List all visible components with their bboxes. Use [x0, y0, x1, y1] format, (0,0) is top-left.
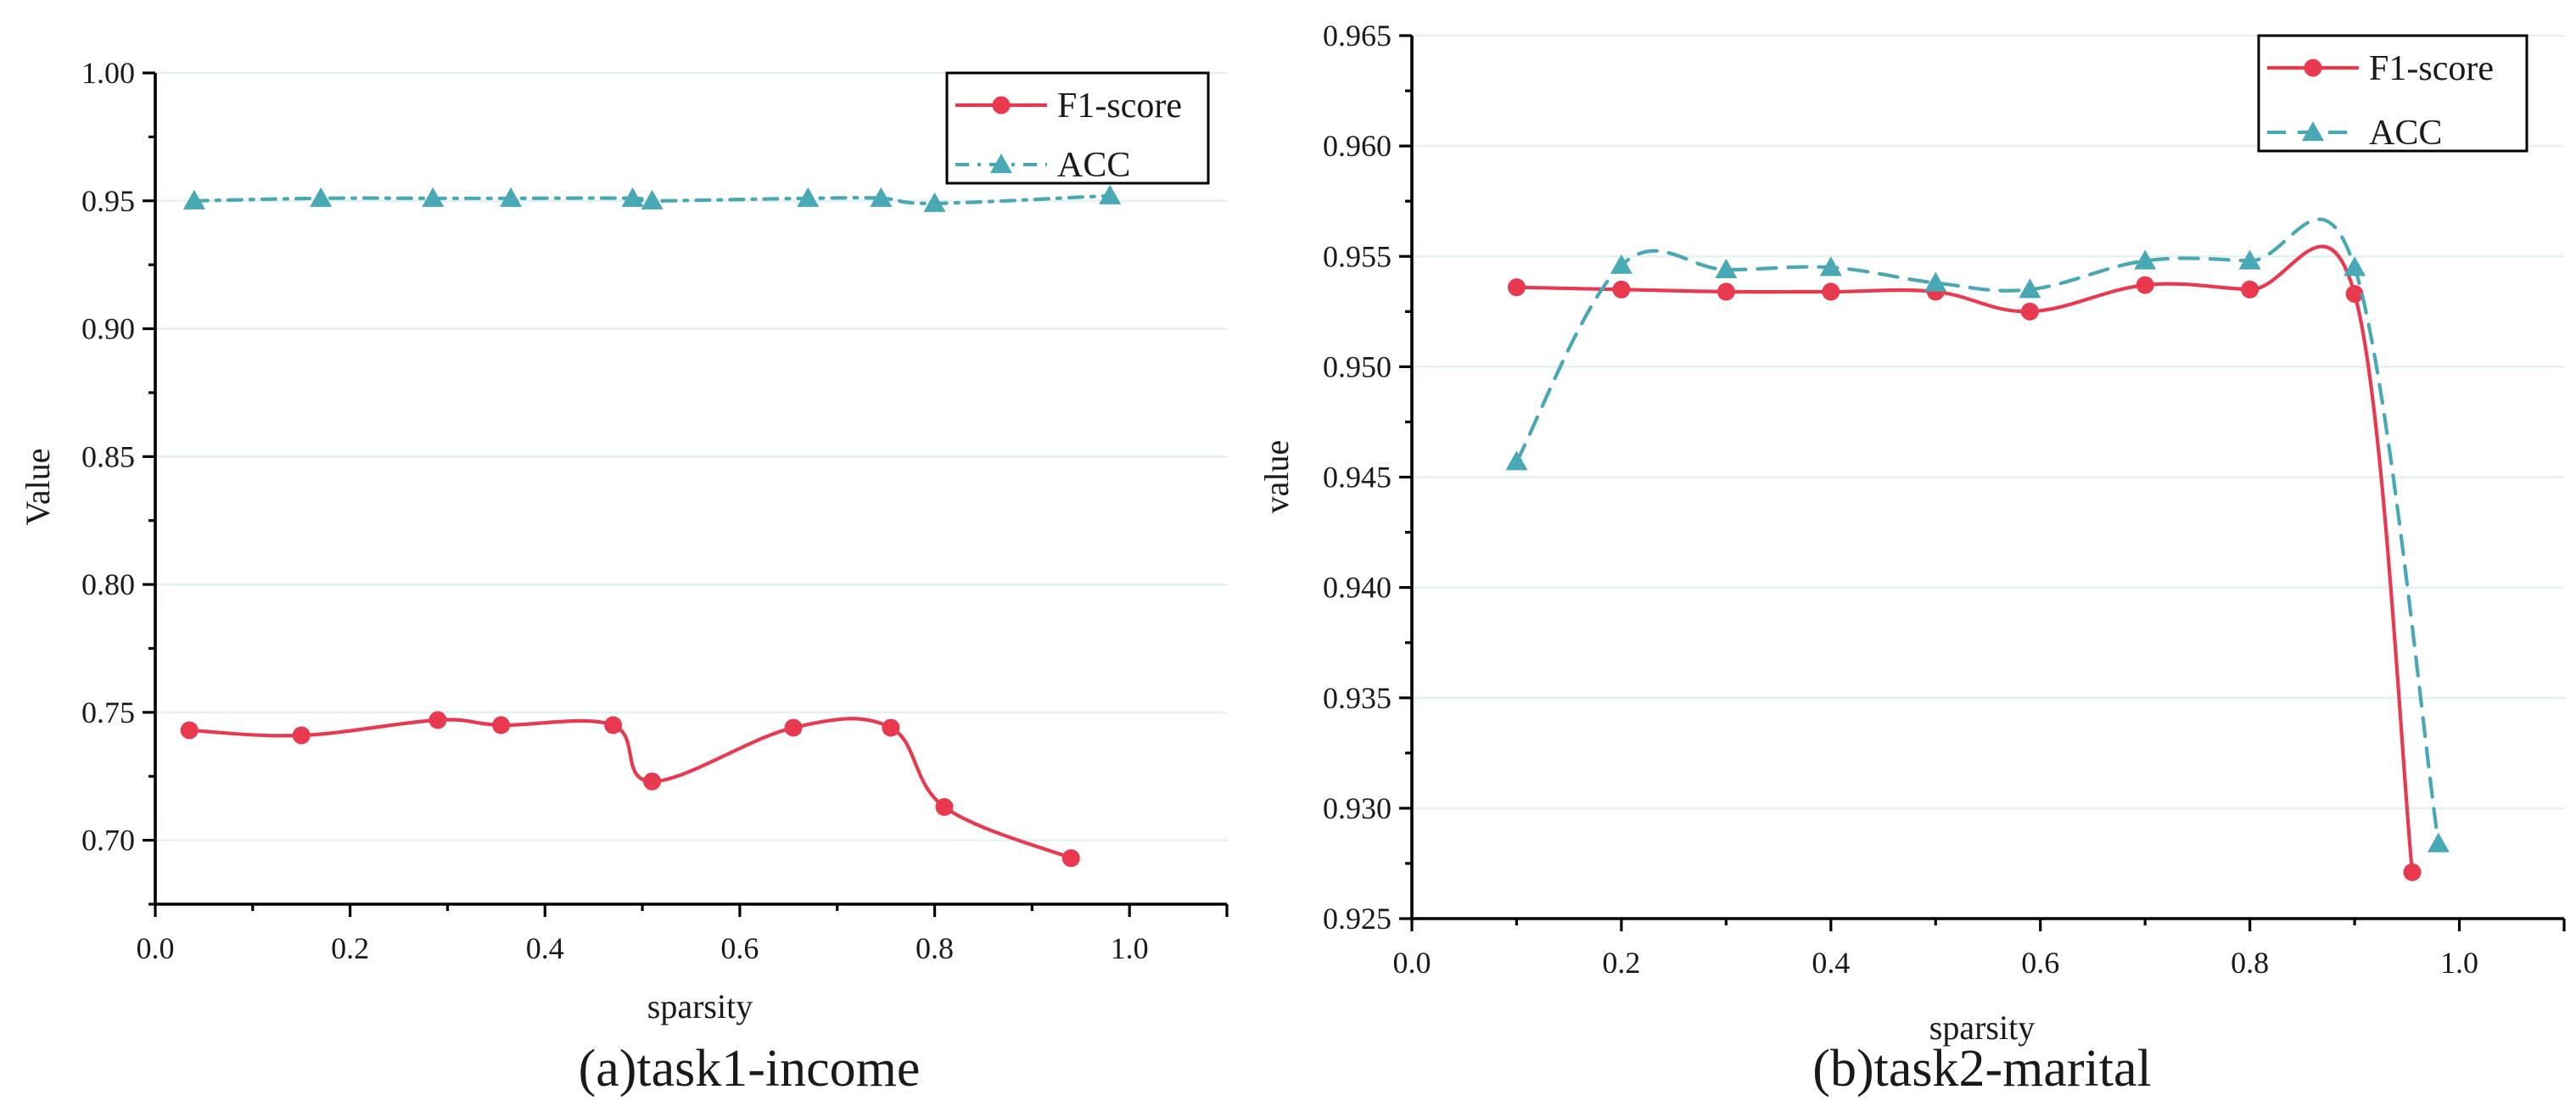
series-line — [1515, 217, 2440, 846]
series-acc — [1505, 217, 2450, 852]
data-point — [1610, 254, 1632, 274]
chart-title: (b)task2-marital — [1812, 1040, 2151, 1098]
x-tick-label: 0.0 — [137, 931, 175, 965]
data-point — [2345, 284, 2364, 303]
data-point — [2344, 256, 2366, 277]
gridlines — [1412, 34, 2564, 810]
data-point — [1061, 849, 1080, 868]
legend-label: F1-score — [1057, 87, 1182, 126]
data-point — [882, 718, 900, 737]
chart-panel-task2-marital: value sparsity (b)task2-marital 0.0 0.2 0.… — [1257, 19, 2566, 1098]
data-point — [641, 189, 664, 210]
gridlines — [155, 71, 1227, 841]
data-point — [1822, 282, 1840, 301]
legend-entry: ACC — [955, 146, 1130, 185]
data-point — [422, 187, 445, 207]
data-point — [492, 716, 511, 735]
y-tick-label: 0.935 — [1323, 681, 1392, 715]
x-axis-label: sparsity — [647, 987, 753, 1025]
data-point — [1924, 271, 1947, 292]
x-tick-label: 0.0 — [1393, 946, 1431, 980]
data-point — [923, 192, 946, 212]
y-tick-label: 0.965 — [1323, 19, 1392, 53]
data-point — [1715, 258, 1738, 278]
data-point — [428, 711, 447, 729]
data-point — [2238, 249, 2261, 270]
y-tick-label: 0.955 — [1323, 239, 1392, 273]
legend-entry: F1-score — [955, 87, 1182, 126]
data-point — [310, 187, 333, 207]
data-point — [621, 187, 644, 207]
y-axis-label: Value — [19, 448, 57, 525]
x-tick-label: 0.6 — [720, 931, 759, 965]
data-point — [643, 772, 662, 791]
legend-label: ACC — [2369, 114, 2442, 153]
data-point — [2019, 278, 2041, 299]
series-line — [188, 717, 1073, 860]
legend: F1-score ACC — [2257, 34, 2528, 153]
data-point — [292, 726, 311, 745]
x-tick-label: 0.8 — [916, 931, 954, 965]
data-point — [2136, 276, 2154, 294]
series-line — [1515, 244, 2415, 875]
data-point — [500, 187, 523, 207]
data-point — [180, 721, 199, 740]
legend-label: ACC — [1057, 146, 1130, 185]
chart-title: (a)task1-income — [579, 1040, 921, 1098]
x-axis-label: sparsity — [1929, 1009, 2035, 1047]
chart-panel-task1-income: Value sparsity (a)task1-income 0.0 0.2 0.4… — [19, 56, 1229, 1098]
x-tick-label: 0.8 — [2231, 946, 2269, 980]
y-tick-label: 0.75 — [81, 696, 135, 729]
data-point — [1612, 280, 1631, 299]
x-tick-label: 0.2 — [1602, 946, 1640, 980]
legend-marker — [992, 96, 1011, 115]
y-tick-label: 1.00 — [81, 56, 135, 90]
y-tick-label: 0.85 — [81, 439, 135, 473]
data-point — [870, 187, 893, 207]
x-tick-label: 0.4 — [1812, 946, 1850, 980]
legend-marker — [2302, 121, 2324, 142]
data-point — [1716, 282, 1735, 301]
data-point — [2134, 249, 2157, 270]
data-point — [1505, 450, 1528, 471]
data-point — [182, 189, 205, 210]
data-point — [1819, 256, 1842, 277]
data-point — [784, 718, 803, 737]
legend-entry: ACC — [2267, 114, 2442, 153]
data-point — [1099, 184, 1122, 204]
legend: F1-score ACC — [945, 71, 1210, 185]
series-acc — [182, 184, 1122, 212]
data-point — [2403, 863, 2422, 881]
legend-entry: F1-score — [2267, 49, 2494, 88]
y-tick-label: 0.95 — [81, 184, 135, 218]
legend-label: F1-score — [2369, 49, 2494, 88]
y-tick-label: 0.945 — [1323, 461, 1392, 495]
x-tick-label: 1.0 — [1111, 931, 1149, 965]
y-tick-label: 0.70 — [81, 824, 135, 858]
data-point — [935, 797, 954, 816]
y-tick-label: 0.925 — [1323, 902, 1392, 936]
y-tick-label: 0.950 — [1323, 349, 1392, 383]
legend-marker — [2304, 59, 2322, 77]
data-point — [2020, 302, 2039, 321]
y-tick-label: 0.930 — [1323, 791, 1392, 825]
y-tick-label: 0.80 — [81, 567, 135, 601]
y-tick-label: 0.90 — [81, 312, 135, 346]
x-tick-label: 1.0 — [2440, 946, 2478, 980]
data-point — [2427, 832, 2450, 852]
y-axis-label: value — [1257, 440, 1296, 514]
data-point — [797, 187, 820, 207]
y-tick-label: 0.960 — [1323, 129, 1392, 163]
data-point — [1507, 278, 1526, 297]
x-tick-label: 0.6 — [2021, 946, 2059, 980]
x-tick-label: 0.2 — [331, 931, 369, 965]
y-tick-label: 0.940 — [1323, 571, 1392, 605]
x-tick-label: 0.4 — [526, 931, 564, 965]
data-point — [2241, 280, 2260, 299]
series-f1-score — [1507, 244, 2422, 881]
series-f1-score — [180, 711, 1080, 868]
legend-marker — [990, 154, 1012, 174]
data-point — [604, 716, 623, 735]
